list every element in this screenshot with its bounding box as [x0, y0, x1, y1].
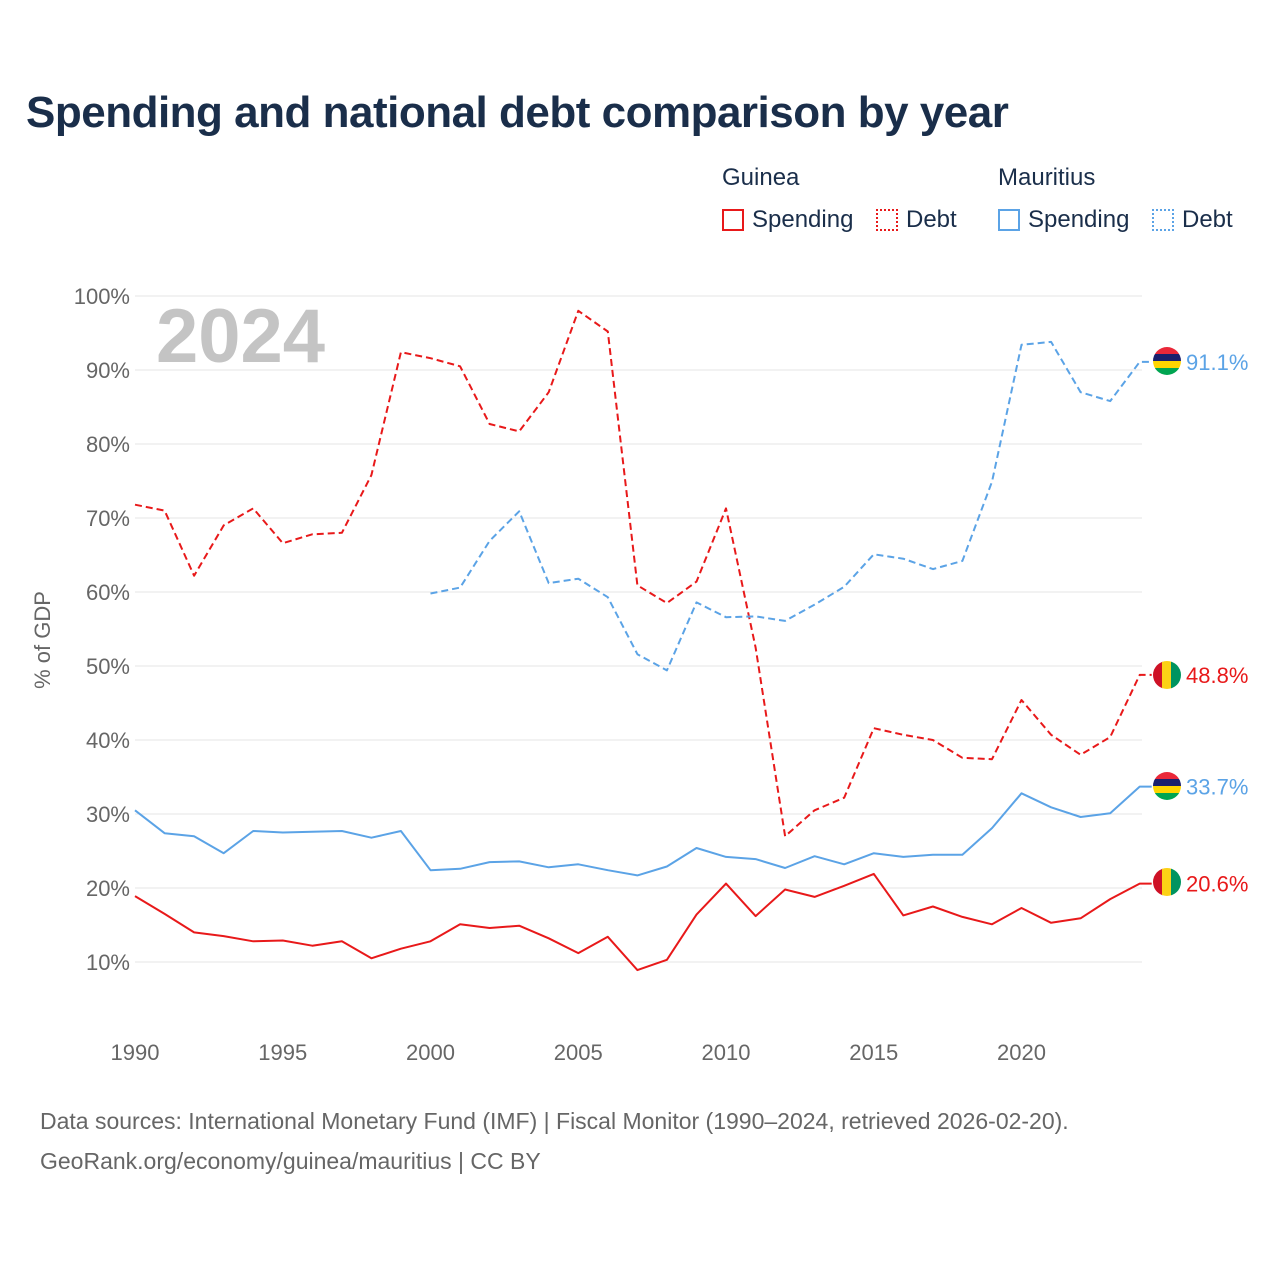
y-tick-label: 10% [86, 950, 130, 975]
legend-swatch-dotted-red [876, 209, 898, 231]
y-tick-label: 90% [86, 358, 130, 383]
legend-label: Spending [752, 206, 854, 233]
legend-swatch-solid-blue [998, 209, 1020, 231]
end-value-label: 48.8% [1186, 663, 1248, 688]
x-axis-ticks: 1990 1995 2000 2005 2010 2015 2020 [111, 1040, 1046, 1065]
series-line-mauritius-spending[interactable] [134, 785, 1152, 877]
year-watermark: 2024 [156, 294, 325, 379]
x-tick-label: 1990 [111, 1040, 160, 1065]
legend-label: Spending [1028, 206, 1130, 233]
legend-mauritius-debt[interactable]: Debt [1152, 206, 1233, 234]
series-line-guinea-spending[interactable] [134, 872, 1152, 972]
x-tick-label: 2005 [554, 1040, 603, 1065]
legend-guinea-spending[interactable]: Spending [722, 206, 853, 234]
legend-mauritius-spending[interactable]: Spending [998, 206, 1129, 234]
guinea-flag-icon [1153, 661, 1181, 689]
y-tick-label: 40% [86, 728, 130, 753]
y-axis-label: % of GDP [30, 591, 55, 689]
legend-group-mauritius: Mauritius [998, 164, 1096, 191]
x-tick-label: 2020 [997, 1040, 1046, 1065]
legend-guinea-debt[interactable]: Debt [876, 206, 957, 234]
end-value-label: 33.7% [1186, 775, 1248, 800]
end-value-label: 91.1% [1186, 350, 1248, 375]
series-line-mauritius-debt[interactable] [430, 340, 1152, 672]
footer-attribution: GeoRank.org/economy/guinea/mauritius | C… [40, 1148, 541, 1174]
chart-title: Spending and national debt comparison by… [26, 88, 1009, 137]
legend-group-guinea: Guinea [722, 164, 800, 191]
series-line-guinea-debt[interactable] [134, 309, 1152, 838]
guinea-flag-icon [1153, 868, 1181, 896]
legend-swatch-dotted-blue [1152, 209, 1174, 231]
y-tick-label: 20% [86, 876, 130, 901]
series [134, 309, 1152, 972]
y-tick-label: 70% [86, 506, 130, 531]
legend-label: Debt [1182, 206, 1233, 233]
footer-sources: Data sources: International Monetary Fun… [40, 1108, 1069, 1134]
y-tick-label: 60% [86, 580, 130, 605]
x-tick-label: 1995 [258, 1040, 307, 1065]
y-tick-label: 30% [86, 802, 130, 827]
y-tick-label: 80% [86, 432, 130, 457]
end-value-label: 20.6% [1186, 872, 1248, 897]
y-tick-label: 100% [74, 284, 130, 309]
mauritius-flag-icon [1153, 772, 1181, 800]
x-tick-label: 2015 [849, 1040, 898, 1065]
legend-label: Debt [906, 206, 957, 233]
x-tick-label: 2010 [702, 1040, 751, 1065]
mauritius-flag-icon [1153, 347, 1181, 375]
grid [135, 295, 1142, 963]
y-tick-label: 50% [86, 654, 130, 679]
y-axis-ticks: 10% 20% 30% 40% 50% 60% 70% 80% 90% 100% [74, 284, 130, 975]
x-tick-label: 2000 [406, 1040, 455, 1065]
legend-swatch-solid-red [722, 209, 744, 231]
end-labels: 48.8% 91.1% 33.7% 20.6% [1186, 350, 1248, 897]
